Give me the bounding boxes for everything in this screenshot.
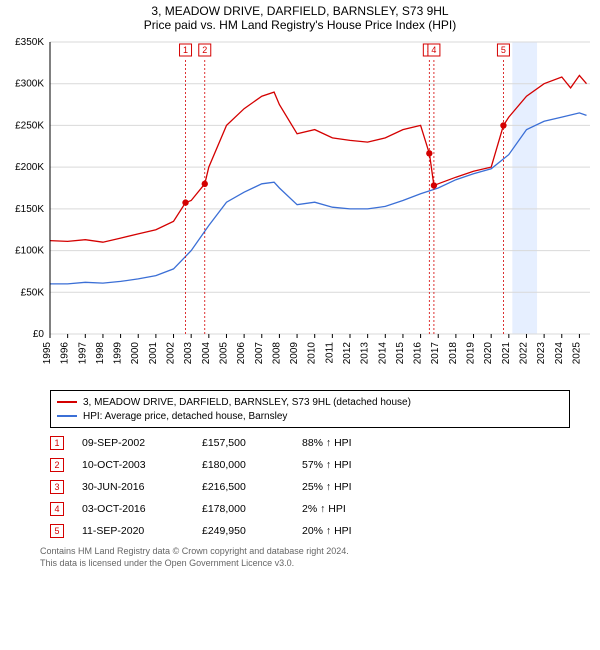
tx-marker-dot (431, 182, 437, 188)
y-tick-label: £100K (15, 246, 44, 257)
tx-badge-num: 2 (202, 45, 207, 55)
x-tick-label: 2001 (148, 342, 159, 365)
tx-date: 30-JUN-2016 (82, 481, 202, 493)
x-tick-label: 1995 (42, 342, 53, 365)
x-tick-label: 1998 (95, 342, 106, 365)
footer-line-2: This data is licensed under the Open Gov… (40, 558, 570, 570)
tx-row-badge: 2 (50, 458, 64, 472)
x-tick-label: 2000 (130, 342, 141, 365)
footer-attribution: Contains HM Land Registry data © Crown c… (40, 546, 570, 569)
tx-price: £178,000 (202, 503, 302, 515)
x-tick-label: 1997 (77, 342, 88, 365)
tx-row-badge: 5 (50, 524, 64, 538)
x-tick-label: 2024 (554, 342, 565, 365)
x-tick-label: 2010 (307, 342, 318, 365)
x-tick-label: 2017 (430, 342, 441, 365)
tx-pct: 88% ↑ HPI (302, 437, 402, 449)
tx-row-badge: 1 (50, 436, 64, 450)
table-row: 2 10-OCT-2003£180,00057% ↑ HPI (50, 454, 570, 476)
x-tick-label: 1999 (113, 342, 124, 365)
x-tick-label: 2019 (466, 342, 477, 365)
table-row: 4 03-OCT-2016£178,0002% ↑ HPI (50, 498, 570, 520)
shaded-region (512, 42, 537, 334)
tx-pct: 57% ↑ HPI (302, 459, 402, 471)
chart-container: { "title_line1": "3, MEADOW DRIVE, DARFI… (0, 0, 600, 650)
x-tick-label: 2007 (254, 342, 265, 365)
x-tick-label: 2025 (571, 342, 582, 365)
title-block: 3, MEADOW DRIVE, DARFIELD, BARNSLEY, S73… (0, 0, 600, 34)
legend-swatch (57, 415, 77, 417)
line-chart: £350K £300K £250K £200K £150K £100K £50K £0 1995… (0, 34, 600, 384)
x-tick-label: 2002 (166, 342, 177, 365)
legend-label: HPI: Average price, detached house, Barn… (83, 411, 287, 422)
legend-item: 3, MEADOW DRIVE, DARFIELD, BARNSLEY, S73… (57, 395, 563, 409)
tx-marker-dot (500, 122, 506, 128)
legend-label: 3, MEADOW DRIVE, DARFIELD, BARNSLEY, S73… (83, 397, 411, 408)
table-row: 3 30-JUN-2016£216,50025% ↑ HPI (50, 476, 570, 498)
tx-price: £216,500 (202, 481, 302, 493)
tx-date: 09-SEP-2002 (82, 437, 202, 449)
x-tick-label: 2016 (413, 342, 424, 365)
tx-date: 10-OCT-2003 (82, 459, 202, 471)
title-subtitle: Price paid vs. HM Land Registry's House … (0, 18, 600, 32)
y-tick-label: £200K (15, 162, 44, 173)
x-tick-label: 2013 (360, 342, 371, 365)
y-tick-label: £350K (15, 37, 44, 48)
x-tick-label: 2004 (201, 342, 212, 365)
tx-badge-num: 4 (431, 45, 436, 55)
chart-svg: £350K £300K £250K £200K £150K £100K £50K £0 1995… (0, 34, 600, 384)
x-tick-label: 2009 (289, 342, 300, 365)
table-row: 5 11-SEP-2020£249,95020% ↑ HPI (50, 520, 570, 542)
x-tick-label: 2003 (183, 342, 194, 365)
tx-price: £157,500 (202, 437, 302, 449)
tx-marker-dot (202, 181, 208, 187)
x-tick-label: 2005 (218, 342, 229, 365)
x-tick-label: 2023 (536, 342, 547, 365)
y-tick-label: £0 (33, 329, 45, 340)
y-tick-label: £300K (15, 79, 44, 90)
table-row: 1 09-SEP-2002£157,50088% ↑ HPI (50, 432, 570, 454)
x-tick-label: 2021 (501, 342, 512, 365)
tx-badge-num: 5 (501, 45, 506, 55)
tx-pct: 2% ↑ HPI (302, 503, 402, 515)
y-tick-label: £250K (15, 120, 44, 131)
title-address: 3, MEADOW DRIVE, DARFIELD, BARNSLEY, S73… (0, 4, 600, 18)
x-tick-label: 2012 (342, 342, 353, 365)
x-tick-label: 2018 (448, 342, 459, 365)
transaction-table: 1 09-SEP-2002£157,50088% ↑ HPI 2 10-OCT-200… (50, 432, 570, 542)
tx-marker-dot (426, 150, 432, 156)
legend-item: HPI: Average price, detached house, Barn… (57, 409, 563, 423)
tx-price: £180,000 (202, 459, 302, 471)
legend-swatch (57, 401, 77, 403)
tx-date: 03-OCT-2016 (82, 503, 202, 515)
x-tick-label: 2011 (324, 342, 335, 364)
tx-badge-num: 1 (183, 45, 188, 55)
x-tick-label: 2006 (236, 342, 247, 365)
y-tick-label: £150K (15, 204, 44, 215)
tx-price: £249,950 (202, 525, 302, 537)
x-tick-label: 2022 (518, 342, 529, 365)
series-hpi (50, 113, 587, 284)
tx-row-badge: 4 (50, 502, 64, 516)
legend: 3, MEADOW DRIVE, DARFIELD, BARNSLEY, S73… (50, 390, 570, 428)
tx-pct: 20% ↑ HPI (302, 525, 402, 537)
x-tick-label: 1996 (60, 342, 71, 365)
tx-date: 11-SEP-2020 (82, 525, 202, 537)
x-tick-label: 2015 (395, 342, 406, 365)
series-property (50, 75, 587, 242)
x-tick-label: 2008 (271, 342, 282, 365)
footer-line-1: Contains HM Land Registry data © Crown c… (40, 546, 570, 558)
x-tick-label: 2020 (483, 342, 494, 365)
tx-pct: 25% ↑ HPI (302, 481, 402, 493)
y-tick-label: £50K (21, 287, 45, 298)
tx-marker-dot (182, 199, 188, 205)
x-tick-label: 2014 (377, 342, 388, 365)
tx-row-badge: 3 (50, 480, 64, 494)
